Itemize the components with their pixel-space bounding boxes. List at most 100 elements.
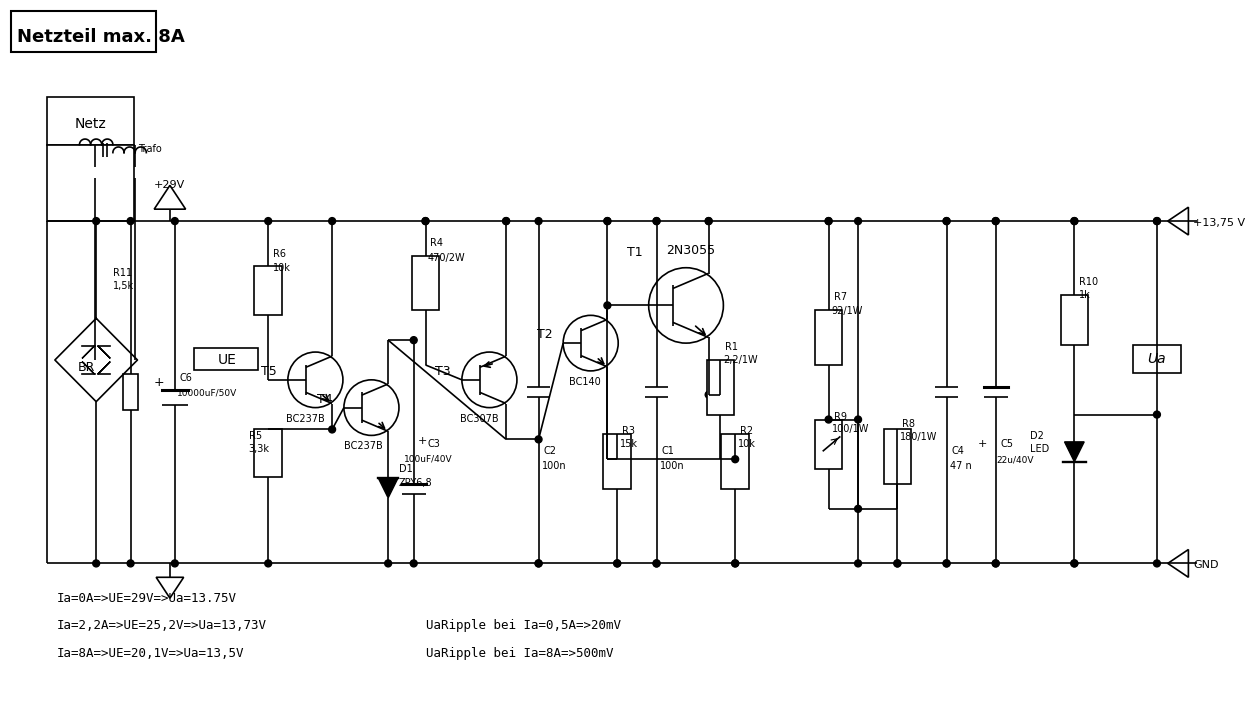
Circle shape (653, 560, 660, 567)
Circle shape (993, 218, 999, 225)
Text: BC237B: BC237B (345, 442, 382, 452)
Circle shape (535, 560, 542, 567)
Text: 100/1W: 100/1W (832, 424, 869, 434)
Circle shape (535, 436, 542, 443)
Circle shape (614, 560, 620, 567)
Text: BC307B: BC307B (460, 414, 499, 424)
Polygon shape (82, 362, 94, 374)
Text: 180/1W: 180/1W (901, 432, 937, 442)
Text: Ia=2,2A=>UE=25,2V=>Ua=13,73V: Ia=2,2A=>UE=25,2V=>Ua=13,73V (57, 620, 267, 633)
Text: +13,75 V: +13,75 V (1194, 218, 1245, 228)
Bar (883, 429, 911, 484)
Polygon shape (1064, 442, 1084, 462)
Circle shape (328, 426, 336, 433)
Circle shape (854, 416, 862, 423)
Text: C5: C5 (1000, 439, 1014, 449)
Bar (123, 374, 138, 410)
Text: Ia=8A=>UE=20,1V=>Ua=13,5V: Ia=8A=>UE=20,1V=>Ua=13,5V (57, 647, 244, 661)
Text: T1: T1 (626, 246, 643, 258)
Circle shape (614, 560, 620, 567)
Text: R5: R5 (249, 432, 262, 442)
Circle shape (1154, 218, 1160, 225)
Text: C4: C4 (951, 447, 965, 456)
Circle shape (604, 456, 611, 462)
Circle shape (706, 218, 712, 225)
Text: Trafo: Trafo (138, 144, 162, 154)
Text: 3,3k: 3,3k (249, 444, 269, 454)
Text: 15k: 15k (620, 439, 638, 449)
Circle shape (653, 218, 660, 225)
Circle shape (993, 560, 999, 567)
Text: C2: C2 (543, 447, 556, 456)
Text: UaRipple bei Ia=0,5A=>20mV: UaRipple bei Ia=0,5A=>20mV (425, 620, 620, 633)
Circle shape (171, 218, 179, 225)
Text: R8: R8 (902, 419, 916, 429)
Circle shape (944, 218, 950, 225)
Circle shape (1154, 218, 1160, 225)
Circle shape (93, 560, 99, 567)
Text: D2: D2 (1030, 432, 1044, 442)
Text: 100uF/40V: 100uF/40V (404, 454, 453, 463)
Circle shape (706, 218, 712, 225)
Circle shape (1071, 560, 1078, 567)
Circle shape (535, 218, 542, 225)
Bar (10, 11, 156, 52)
Circle shape (1154, 411, 1160, 418)
Text: LED: LED (1030, 444, 1049, 454)
Text: R1: R1 (726, 342, 738, 352)
Text: R11: R11 (113, 268, 132, 278)
Circle shape (410, 560, 418, 567)
Text: UE: UE (218, 353, 237, 367)
Circle shape (1071, 218, 1078, 225)
Text: 2,2/1W: 2,2/1W (723, 355, 759, 365)
Text: 10k: 10k (273, 263, 291, 273)
Polygon shape (155, 185, 186, 209)
Text: +: + (418, 437, 426, 447)
Circle shape (894, 560, 901, 567)
Circle shape (328, 218, 336, 225)
Bar (1060, 296, 1088, 345)
Circle shape (1154, 560, 1160, 567)
Text: R7: R7 (834, 292, 847, 302)
Circle shape (732, 560, 738, 567)
Circle shape (653, 560, 660, 567)
Text: T4: T4 (317, 393, 333, 406)
Circle shape (825, 416, 832, 423)
Polygon shape (1167, 549, 1189, 577)
Circle shape (410, 337, 418, 344)
Text: 2N3055: 2N3055 (667, 244, 716, 257)
Polygon shape (156, 577, 184, 598)
Circle shape (127, 218, 135, 225)
Text: R4: R4 (430, 238, 443, 248)
Bar (604, 434, 632, 489)
Circle shape (171, 560, 179, 567)
Bar (815, 419, 843, 469)
Text: ZPY6,8: ZPY6,8 (399, 478, 433, 488)
Text: R6: R6 (273, 249, 286, 258)
Text: +: + (153, 376, 164, 389)
Text: T3: T3 (435, 365, 450, 378)
Circle shape (825, 218, 832, 225)
Polygon shape (1167, 208, 1189, 235)
Polygon shape (82, 346, 94, 358)
Circle shape (993, 560, 999, 567)
Circle shape (854, 505, 862, 513)
Bar (47, 144, 133, 221)
Text: BC237B: BC237B (287, 414, 325, 424)
Circle shape (944, 560, 950, 567)
Circle shape (944, 218, 950, 225)
Circle shape (854, 560, 862, 567)
Text: 10000uF/50V: 10000uF/50V (177, 388, 237, 397)
Circle shape (825, 218, 832, 225)
Circle shape (264, 218, 272, 225)
Bar (254, 266, 282, 315)
Text: 1,5k: 1,5k (113, 281, 135, 291)
Text: 470/2W: 470/2W (428, 253, 465, 263)
Circle shape (604, 218, 611, 225)
Bar (707, 360, 735, 414)
Circle shape (944, 560, 950, 567)
Circle shape (706, 391, 712, 398)
Circle shape (604, 302, 611, 309)
Text: +: + (977, 439, 988, 449)
Text: Ia=0A=>UE=29V=>Ua=13.75V: Ia=0A=>UE=29V=>Ua=13.75V (57, 592, 237, 605)
